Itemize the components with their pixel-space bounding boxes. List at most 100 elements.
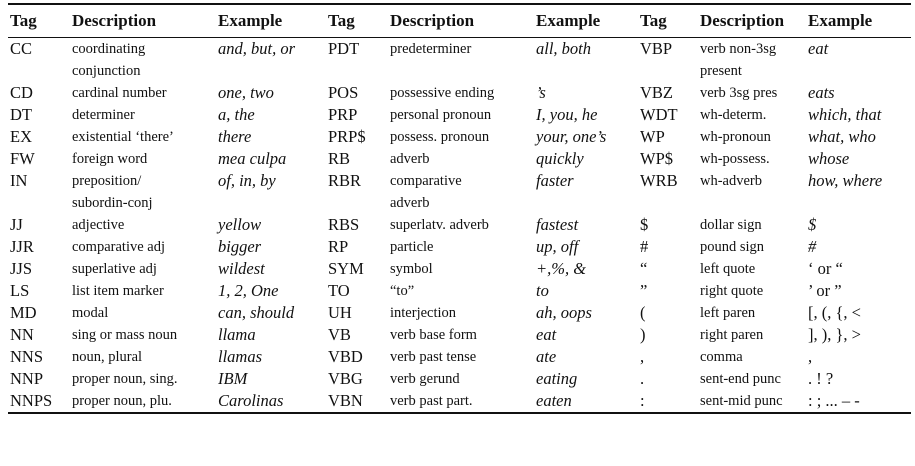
example-cell: up, off — [536, 237, 579, 256]
table-row: CD cardinal number one, two POS possessive e… — [8, 82, 911, 104]
tag-cell: PRP — [328, 105, 358, 124]
example-cell: : ; ... – - — [808, 391, 860, 410]
tag-cell: “ — [640, 259, 648, 278]
table-row: MD modal can, should UH interjection ah, oops… — [8, 302, 911, 324]
description-line: noun, plural — [72, 349, 143, 365]
example-cell: # — [808, 237, 817, 256]
description-line: wh-possess. — [700, 151, 770, 167]
description-cell: adjective — [70, 214, 216, 236]
tag-cell: ) — [640, 325, 646, 344]
description-cell: preposition/subordin-conj — [70, 170, 216, 214]
description-line: right paren — [700, 327, 764, 343]
example-cell: ], ), }, > — [808, 325, 861, 344]
description-cell: verb base form — [388, 324, 534, 346]
description-cell: foreign word — [70, 148, 216, 170]
description-cell: left paren — [698, 302, 806, 324]
example-cell: one, two — [218, 83, 274, 102]
example-cell: there — [218, 127, 252, 146]
tag-cell: PDT — [328, 39, 360, 58]
example-cell: eat — [808, 39, 829, 58]
description-cell: pound sign — [698, 236, 806, 258]
tag-cell: DT — [10, 105, 32, 124]
example-cell: , — [808, 347, 813, 366]
example-cell: a, the — [218, 105, 255, 124]
description-cell: right paren — [698, 324, 806, 346]
table-row: NNP proper noun, sing. IBM VBG verb gerund ea… — [8, 368, 911, 390]
tag-cell: IN — [10, 171, 28, 190]
description-cell: modal — [70, 302, 216, 324]
tag-cell: SYM — [328, 259, 364, 278]
table-row: NNPS proper noun, plu. Carolinas VBN verb pa… — [8, 390, 911, 413]
description-cell: sing or mass noun — [70, 324, 216, 346]
tag-cell: : — [640, 391, 645, 410]
tag-cell: WDT — [640, 105, 678, 124]
example-cell: llama — [218, 325, 256, 344]
example-cell: bigger — [218, 237, 262, 256]
description-line: symbol — [390, 261, 433, 277]
table-row: NNS noun, plural llamas VBD verb past tense a… — [8, 346, 911, 368]
description-cell: coordinating conjunction — [70, 38, 216, 83]
description-cell: wh-adverb — [698, 170, 806, 214]
description-cell: particle — [388, 236, 534, 258]
description-line: proper noun, plu. — [72, 393, 172, 409]
description-cell: proper noun, sing. — [70, 368, 216, 390]
tag-cell: FW — [10, 149, 35, 168]
description-line: verb base form — [390, 327, 477, 343]
table-row: JJ adjective yellow RBS superlatv. adverb fas… — [8, 214, 911, 236]
description-line: dollar sign — [700, 217, 762, 233]
description-line: possessive ending — [390, 85, 495, 101]
header-example-3: Example — [808, 11, 873, 30]
description-cell: verb past tense — [388, 346, 534, 368]
description-line: possess. pronoun — [390, 129, 490, 145]
example-cell: +,%, & — [536, 259, 587, 278]
header-tag-2: Tag — [328, 11, 355, 30]
description-cell: verb 3sg pres — [698, 82, 806, 104]
tag-cell: RP — [328, 237, 349, 256]
example-cell: eats — [808, 83, 835, 102]
example-cell: IBM — [218, 369, 248, 388]
description-cell: comparative adverb — [388, 170, 534, 214]
description-line: verb past tense — [390, 349, 477, 365]
description-line: list item marker — [72, 283, 164, 299]
example-cell: [, (, {, < — [808, 303, 861, 322]
tag-cell: ( — [640, 303, 646, 322]
description-cell: wh-pronoun — [698, 126, 806, 148]
example-cell: your, one’s — [536, 127, 607, 146]
description-line: wh-pronoun — [700, 129, 771, 145]
description-line: present — [700, 63, 742, 79]
table-row: NN sing or mass noun llama VB verb base form… — [8, 324, 911, 346]
table-row: CC coordinating conjunction and, but, or PDT… — [8, 38, 911, 83]
example-cell: can, should — [218, 303, 295, 322]
description-cell: right quote — [698, 280, 806, 302]
tag-cell: $ — [640, 215, 649, 234]
description-cell: wh-possess. — [698, 148, 806, 170]
tag-cell: PRP$ — [328, 127, 366, 146]
tag-cell: JJ — [10, 215, 23, 234]
example-cell: fastest — [536, 215, 579, 234]
example-cell: yellow — [218, 215, 262, 234]
tag-cell: ” — [640, 281, 648, 300]
table-row: LS list item marker 1, 2, One TO “to” to ” righ… — [8, 280, 911, 302]
header-description-3: Description — [700, 11, 785, 30]
description-cell: symbol — [388, 258, 534, 280]
example-cell: . ! ? — [808, 369, 834, 388]
tag-cell: VBP — [640, 39, 673, 58]
table-body: CC coordinating conjunction and, but, or PDT… — [8, 38, 911, 413]
description-line: wh-adverb — [700, 173, 763, 189]
example-cell: how, where — [808, 171, 883, 190]
tag-cell: RBR — [328, 171, 362, 190]
description-cell: wh-determ. — [698, 104, 806, 126]
description-line: “to” — [390, 283, 415, 299]
example-cell: ah, oops — [536, 303, 592, 322]
table-row: JJR comparative adj bigger RP particle up, of… — [8, 236, 911, 258]
description-line: preposition/ — [72, 173, 142, 189]
description-line: sent-mid punc — [700, 393, 783, 409]
header-description-1: Description — [72, 11, 157, 30]
tag-cell: VB — [328, 325, 351, 344]
description-cell: verb non-3sg present — [698, 38, 806, 83]
table-row: IN preposition/subordin-conj of, in, by RBR… — [8, 170, 911, 214]
description-line: comparative — [390, 173, 462, 189]
description-line: predeterminer — [390, 41, 472, 57]
description-line: right quote — [700, 283, 764, 299]
tag-cell: , — [640, 347, 645, 366]
